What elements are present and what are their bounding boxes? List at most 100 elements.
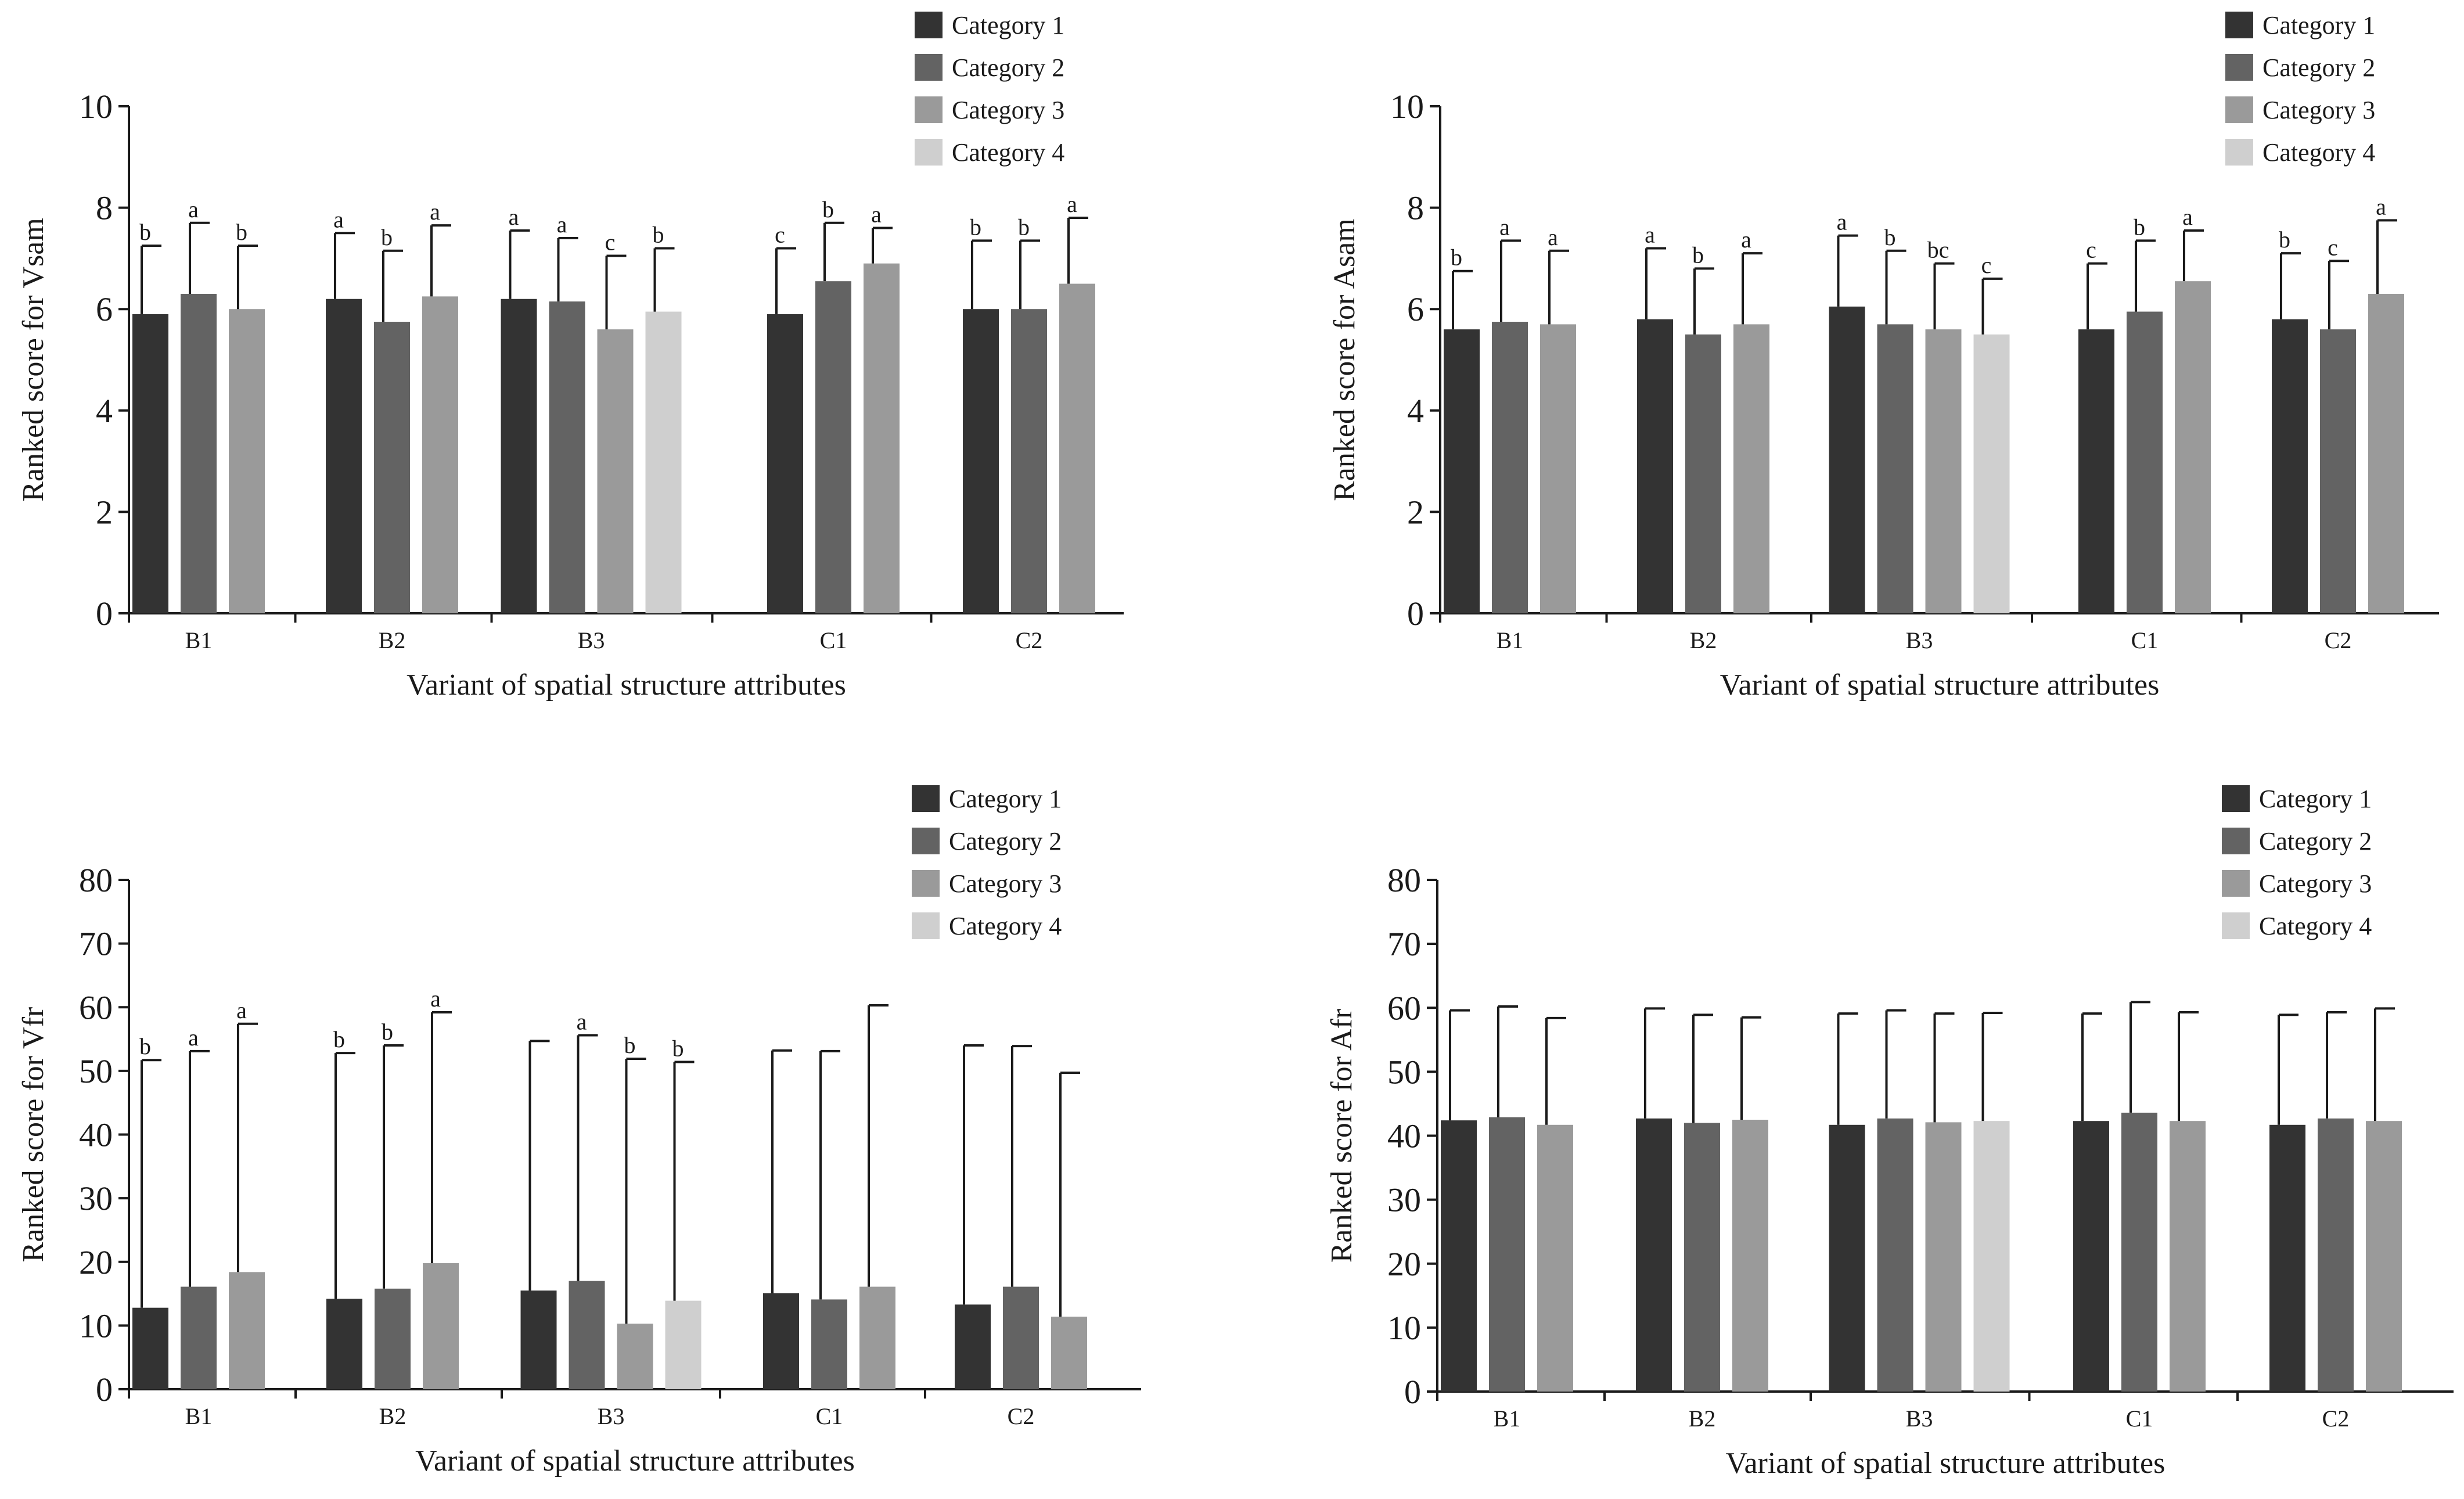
y-tick-label: 60 [79,988,113,1026]
significance-label: a [871,202,882,228]
y-axis-label: Ranked score for Vfr [17,1007,50,1262]
bar-c1-category-1 [2073,1121,2109,1392]
x-axis-label: Variant of spatial structure attributes [415,1444,855,1478]
bar-c1-category-1 [2078,329,2114,613]
bar-b2-category-2 [375,1288,411,1389]
legend-swatch-category-2 [2225,54,2253,81]
legend-swatch-category-1 [912,785,940,812]
y-tick-label: 60 [1387,989,1421,1027]
bar-c1-category-3 [864,263,900,613]
x-tick-label-c1: C1 [816,1403,843,1429]
bar-b1-category-2 [1492,322,1528,613]
bar-b3-category-1 [1829,306,1865,613]
significance-label: b [1451,245,1462,271]
bar-b1-category-1 [132,1307,168,1389]
legend: Category 1 Category 2 Category 3 Category 4 [2225,11,2375,167]
legend-swatch-category-2 [915,54,943,81]
bar-b3-category-3 [1925,1122,1962,1392]
bar-b1-category-2 [1489,1117,1525,1392]
y-tick-label: 0 [96,1371,113,1408]
significance-label: b [1692,242,1704,268]
chart-vsam: 0 2 4 6 8 10 B1 B2 B3 C1 C2 b a b a b a a a c b c b a b b a Variant… [17,11,1124,702]
legend-swatch-category-1 [2222,785,2250,812]
significance-label: b [970,214,981,240]
y-tick-label: 6 [1407,290,1424,328]
bar-c2-category-2 [1003,1286,1039,1389]
legend-swatch-category-4 [2222,912,2250,939]
bar-b2-category-3 [423,1263,459,1389]
bar-b3-category-4 [665,1300,702,1389]
bar-c1-category-2 [2121,1112,2157,1392]
y-tick-label: 4 [96,392,113,430]
bar-b1-category-3 [229,1272,265,1389]
significance-label: bc [1927,237,1949,263]
significance-label: a [2182,204,2193,230]
significance-label: a [577,1008,587,1034]
bar-b3-category-1 [520,1290,557,1389]
significance-label: a [509,204,519,230]
significance-label: a [1741,227,1751,253]
bar-b1-category-1 [1444,329,1480,613]
x-tick-label-b3: B3 [598,1403,625,1429]
y-tick-label: 10 [79,1307,113,1345]
x-tick-label-b1: B1 [185,627,213,653]
bar-b3-category-1 [1829,1124,1865,1392]
significance-label: a [1548,224,1558,250]
bar-c2-category-2 [2318,1118,2354,1392]
legend-label-category-1: Category 1 [2262,11,2375,39]
legend-label-category-2: Category 2 [952,53,1064,82]
significance-label: a [1837,209,1847,235]
legend-swatch-category-2 [2222,828,2250,854]
x-tick-label-b3: B3 [1906,1405,1933,1432]
y-tick-label: 70 [1387,925,1421,963]
y-tick-label: 10 [79,88,113,125]
y-tick-label: 30 [1387,1181,1421,1219]
x-tick-label-c1: C1 [820,627,847,653]
x-tick-label-c1: C1 [2126,1405,2153,1432]
bar-c2-category-1 [963,309,999,613]
bar-b2-category-1 [326,299,362,613]
bar-c2-category-1 [2272,319,2308,613]
y-tick-label: 80 [1387,861,1421,899]
y-tick-label: 8 [1407,189,1424,227]
significance-label: a [188,196,199,222]
bar-c2-category-3 [1051,1317,1087,1389]
y-tick-label: 40 [79,1116,113,1154]
bar-c2-category-2 [1011,309,1047,613]
x-tick-label-b1: B1 [1497,627,1524,653]
legend-label-category-4: Category 4 [2259,912,2372,940]
significance-label: c [2328,234,2338,260]
y-tick-label: 0 [1407,595,1424,632]
significance-label: b [653,221,664,247]
significance-label: a [430,199,440,225]
bar-b2-category-1 [1637,319,1673,613]
bar-b2-category-3 [422,296,458,613]
legend: Category 1 Category 2 Category 3 Category 4 [2222,785,2372,940]
significance-label: a [236,997,247,1023]
significance-label: a [557,211,567,238]
bar-b1-category-1 [1441,1120,1477,1392]
significance-label: b [2279,227,2290,253]
bar-b3-category-4 [645,311,682,613]
significance-label: a [1067,191,1077,217]
legend-label-category-1: Category 1 [949,785,1062,813]
bar-b2-category-2 [374,322,410,613]
bar-c2-category-3 [2366,1121,2402,1392]
x-tick-label-b2: B2 [379,627,406,653]
x-tick-label-b2: B2 [1690,627,1717,653]
significance-label: c [605,229,616,256]
legend-label-category-2: Category 2 [2262,53,2375,82]
bar-b2-category-1 [1636,1118,1672,1392]
bar-b3-category-3 [597,329,634,613]
legend-swatch-category-1 [2225,12,2253,38]
x-axis-label: Variant of spatial structure attributes [1726,1447,2166,1480]
significance-label: a [188,1025,199,1051]
x-tick-label-b2: B2 [379,1403,407,1429]
y-tick-label: 30 [79,1180,113,1217]
bar-b3-category-2 [549,301,585,613]
significance-label: c [1981,252,1992,278]
significance-label: b [236,219,247,245]
x-tick-label-b2: B2 [1689,1405,1716,1432]
y-tick-label: 50 [1387,1053,1421,1091]
